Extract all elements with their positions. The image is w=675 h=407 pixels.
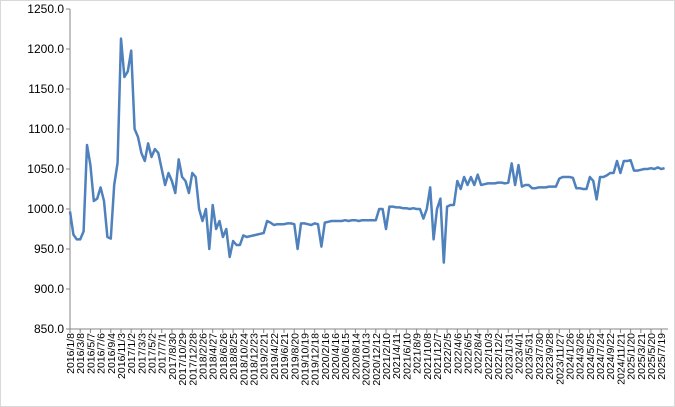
y-tick-label: 1250.0 xyxy=(27,2,64,16)
x-tick-label: 2016/1/8 xyxy=(65,333,77,374)
y-tick-label: 1000.0 xyxy=(27,202,64,216)
y-tick-label: 950.0 xyxy=(34,242,64,256)
x-tick-label: 2022/2/5 xyxy=(442,333,454,374)
x-tick-label: 2017/12/28 xyxy=(187,333,199,386)
series-line xyxy=(68,37,665,264)
x-tick-label: 2019/6/21 xyxy=(279,333,291,380)
x-tick-label: 2025/3/21 xyxy=(636,333,648,380)
x-tick-label: 2024/9/22 xyxy=(605,333,617,380)
x-tick-label: 2023/5/31 xyxy=(524,333,536,380)
x-tick-label: 2022/8/4 xyxy=(473,333,485,374)
x-tick-label: 2025/7/19 xyxy=(656,333,668,380)
x-tick-label: 2016/3/8 xyxy=(75,333,87,374)
x-tick-label: 2018/12/23 xyxy=(248,333,260,386)
x-tick-label: 2021/8/9 xyxy=(412,333,424,374)
x-tick-label: 2017/1/2 xyxy=(126,333,138,374)
x-tick-label: 2017/3/3 xyxy=(136,333,148,374)
x-tick-label: 2022/4/6 xyxy=(452,333,464,374)
x-tick-label: 2016/9/4 xyxy=(106,333,118,374)
x-tick-label: 2020/4/16 xyxy=(330,333,342,380)
y-tick-label: 1050.0 xyxy=(27,162,64,176)
x-tick-label: 2021/4/11 xyxy=(391,333,403,379)
x-tick-label: 2022/10/3 xyxy=(483,333,495,380)
x-tick-label: 2025/1/20 xyxy=(626,333,638,380)
x-tick-label: 2017/7/1 xyxy=(157,333,169,374)
x-tick-label: 2018/10/24 xyxy=(238,333,250,386)
x-tick-label: 2018/4/27 xyxy=(208,333,220,380)
x-tick-label: 2023/11/27 xyxy=(554,333,566,385)
x-tick-label: 2024/7/24 xyxy=(595,333,607,380)
x-tick-label: 2019/12/18 xyxy=(310,333,322,386)
x-tick-label: 2024/3/26 xyxy=(575,333,587,380)
x-tick-label: 2016/11/3 xyxy=(116,333,128,379)
x-tick-label: 2020/2/16 xyxy=(320,333,332,380)
x-tick-label: 2020/6/15 xyxy=(340,333,352,380)
x-tick-label: 2023/4/1 xyxy=(514,333,526,374)
x-tick-label: 2022/6/5 xyxy=(463,333,475,374)
x-tick-label: 2020/10/13 xyxy=(361,333,373,386)
x-tick-label: 2018/2/26 xyxy=(198,333,210,380)
y-tick-label: 1100.0 xyxy=(28,122,64,136)
x-tick-label: 2024/5/25 xyxy=(585,333,597,380)
x-tick-label: 2021/6/10 xyxy=(401,333,413,380)
y-tick-label: 1200.0 xyxy=(27,42,64,56)
y-tick-label: 1150.0 xyxy=(28,82,64,96)
x-tick-label: 2024/1/26 xyxy=(564,333,576,380)
x-tick-label: 2017/5/2 xyxy=(147,333,159,374)
x-tick-label: 2018/8/25 xyxy=(228,333,240,380)
x-tick-label: 2021/12/7 xyxy=(432,333,444,380)
x-tick-label: 2017/8/30 xyxy=(167,333,179,380)
x-tick-label: 2016/7/6 xyxy=(96,333,108,374)
x-tick-label: 2017/10/29 xyxy=(177,333,189,386)
y-tick-label: 850.0 xyxy=(34,322,64,336)
x-tick-label: 2019/10/19 xyxy=(299,333,311,386)
x-tick-label: 2016/5/7 xyxy=(85,333,97,374)
x-tick-label: 2021/2/10 xyxy=(381,333,393,380)
x-tick-label: 2018/6/26 xyxy=(218,333,230,380)
x-tick-label: 2023/9/28 xyxy=(544,333,556,380)
x-tick-label: 2022/12/2 xyxy=(493,333,505,380)
x-tick-label: 2019/2/21 xyxy=(259,333,271,380)
x-tick-label: 2019/8/20 xyxy=(289,333,301,380)
y-tick-label: 900.0 xyxy=(34,282,64,296)
x-tick-label: 2025/5/20 xyxy=(646,333,658,380)
x-tick-label: 2023/1/31 xyxy=(503,333,515,380)
x-tick-label: 2020/12/12 xyxy=(371,333,383,386)
x-tick-label: 2024/11/21 xyxy=(615,333,627,385)
x-tick-label: 2023/7/30 xyxy=(534,333,546,380)
x-tick-label: 2021/10/8 xyxy=(422,333,434,380)
x-tick-label: 2019/4/22 xyxy=(269,333,281,380)
x-tick-label: 2020/8/14 xyxy=(350,333,362,380)
